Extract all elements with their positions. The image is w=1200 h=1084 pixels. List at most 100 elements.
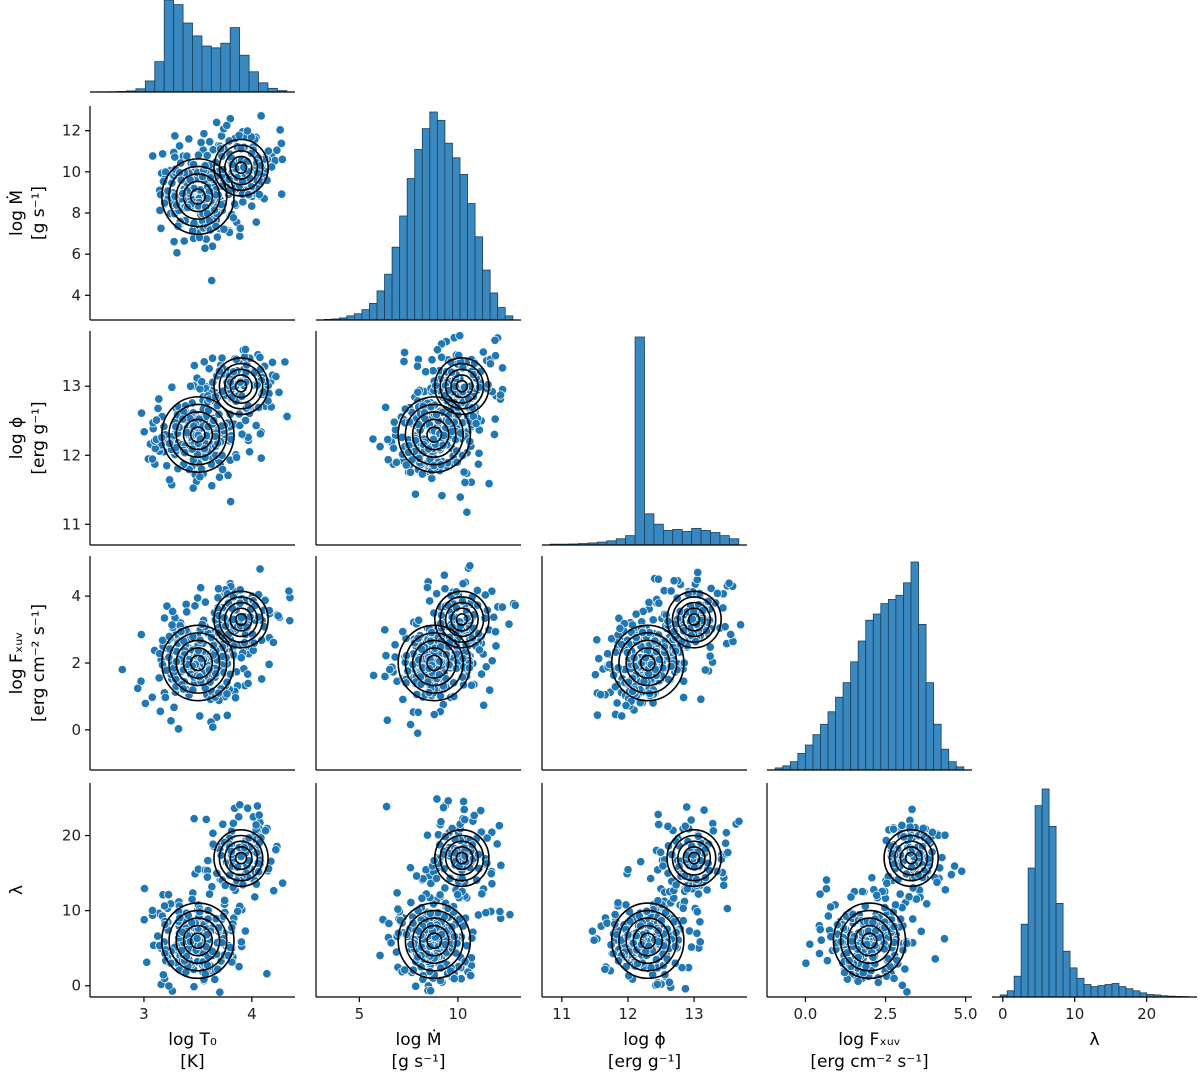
scatter-point <box>815 924 825 935</box>
hist-bar-logMdot-8 <box>384 273 393 321</box>
scatter-point <box>907 804 917 814</box>
hist-bar-lambda-2 <box>1013 975 1022 998</box>
scatter-point <box>436 352 447 362</box>
scatter-point <box>473 459 483 469</box>
x-tick-label: 13 <box>685 1005 704 1023</box>
scatter-point <box>693 889 704 899</box>
scatter-point <box>189 982 199 992</box>
density-contour <box>229 374 253 399</box>
scatter-point <box>680 984 690 994</box>
scatter-point <box>222 689 232 699</box>
scatter-point <box>719 880 729 890</box>
scatter-point <box>273 611 283 621</box>
scatter-point <box>724 578 734 588</box>
scatter-point <box>692 907 702 917</box>
scatter-point <box>195 711 205 721</box>
scatter-point <box>458 579 468 589</box>
scatter-point <box>467 933 477 943</box>
scatter-point <box>196 583 206 593</box>
x-tick-label: 2.5 <box>874 1005 898 1023</box>
scatter-point <box>181 599 191 609</box>
scatter-point <box>274 387 284 397</box>
scatter-point <box>477 669 487 679</box>
scatter-point <box>195 907 205 917</box>
scatter-point <box>882 878 892 888</box>
y-tick-label: 4 <box>71 286 81 304</box>
density-contour <box>213 138 269 197</box>
y-axis-label: log Fₓᵤᵥ <box>7 632 27 695</box>
scatter-point <box>189 814 199 824</box>
scatter-point <box>252 801 262 811</box>
scatter-point <box>497 602 507 612</box>
scatter-point <box>930 954 940 964</box>
x-tick-label: 10 <box>448 1005 467 1023</box>
scatter-point <box>261 826 271 836</box>
scatter-point <box>666 586 676 596</box>
scatter-point <box>490 335 500 345</box>
scatter-point <box>937 853 947 863</box>
scatter-point <box>699 805 709 815</box>
scatter-point <box>589 935 599 945</box>
scatter-point <box>669 576 679 586</box>
y-axis-label: log Ṁ <box>6 190 27 236</box>
hist-bar-lambda-17 <box>1118 986 1127 998</box>
scatter-point <box>654 819 664 830</box>
hist-bar-logT0-6 <box>154 61 165 93</box>
scatter-point <box>207 241 218 251</box>
scatter-point <box>172 248 182 258</box>
density-contour <box>161 396 235 474</box>
x-axis-label: λ <box>1089 1030 1099 1050</box>
density-contour <box>419 418 450 451</box>
scatter-point <box>485 359 495 369</box>
scatter-point <box>478 347 488 357</box>
scatter-point <box>946 870 956 880</box>
x-tick-label: 11 <box>552 1005 571 1023</box>
scatter-point <box>455 492 465 502</box>
scatter-point <box>187 894 197 904</box>
scatter-point <box>243 678 253 689</box>
scatter-point <box>202 872 212 882</box>
scatter-point <box>422 830 433 840</box>
hist-bar-logMdot-10 <box>399 215 408 321</box>
scatter-point <box>432 794 442 804</box>
density-contour <box>175 411 221 458</box>
x-axis-label: [erg cm⁻² s⁻¹] <box>810 1052 928 1072</box>
scatter-point <box>381 651 391 661</box>
scatter-point <box>193 593 203 603</box>
scatter-point <box>392 888 402 898</box>
scatter-point <box>166 716 176 726</box>
density-contour <box>224 368 259 404</box>
scatter-point <box>147 692 157 702</box>
scatter-point <box>207 353 218 363</box>
scatter-point <box>386 938 396 948</box>
scatter-point <box>410 489 420 499</box>
scatter-point <box>465 561 475 571</box>
density-contour <box>224 149 259 186</box>
scatter-point <box>199 357 209 367</box>
hist-bar-logMdot-16 <box>444 142 453 321</box>
scatter-point <box>241 415 251 426</box>
scatter-point <box>897 820 907 830</box>
scatter-point <box>203 856 213 866</box>
scatter-point <box>895 889 905 899</box>
hist-bar-logMdot-11 <box>406 178 416 321</box>
scatter-point <box>612 698 622 708</box>
scatter-point <box>147 454 158 464</box>
y-tick-label: 0 <box>71 721 81 739</box>
panel-logphi-vs-logT0 <box>85 331 295 546</box>
scatter-point <box>652 979 662 989</box>
scatter-point <box>693 567 703 578</box>
hist-bar-lambda-20 <box>1139 992 1148 998</box>
scatter-point <box>700 665 710 675</box>
scatter-point <box>139 427 149 437</box>
scatter-point <box>594 654 604 664</box>
scatter-point <box>721 838 731 848</box>
scatter-point <box>267 357 278 367</box>
density-contour <box>175 173 221 220</box>
scatter-point <box>235 231 245 241</box>
scatter-point <box>388 443 399 453</box>
scatter-point <box>889 973 899 983</box>
density-contour <box>218 144 264 192</box>
scatter-point <box>200 243 210 253</box>
scatter-point <box>140 698 150 708</box>
